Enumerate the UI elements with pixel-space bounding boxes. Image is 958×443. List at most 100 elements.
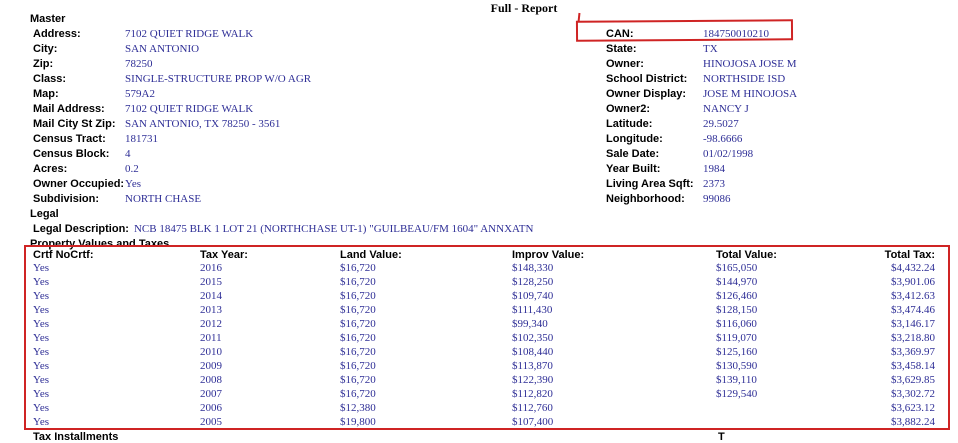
cell-land-value: $16,720 <box>340 360 376 372</box>
field-value: Yes <box>125 178 142 190</box>
field-value: 184750010210 <box>703 28 769 40</box>
field-row-state: State: TX <box>603 43 797 58</box>
cell-crtf: Yes <box>33 402 50 414</box>
field-label: Latitude: <box>606 118 653 130</box>
field-label: Map: <box>33 88 59 100</box>
cell-land-value: $16,720 <box>340 332 376 344</box>
field-value: TX <box>703 43 718 55</box>
cell-total-tax: $3,218.80 <box>891 332 935 344</box>
cell-crtf: Yes <box>33 318 50 330</box>
field-value: 2373 <box>703 178 725 190</box>
column-header-land-value: Land Value: <box>340 249 402 261</box>
field-value: 29.5027 <box>703 118 739 130</box>
cell-land-value: $16,720 <box>340 290 376 302</box>
field-value: NANCY J <box>703 103 749 115</box>
field-row-mail-city-st-zip: Mail City St Zip: SAN ANTONIO, TX 78250 … <box>30 118 533 133</box>
field-row-sale-date: Sale Date: 01/02/1998 <box>603 148 797 163</box>
table-row: Yes 2007 $16,720 $112,820 $129,540 $3,30… <box>33 388 935 402</box>
field-row-address: Address: 7102 QUIET RIDGE WALK <box>30 28 533 43</box>
cell-total-value: $119,070 <box>716 332 757 344</box>
table-row: Yes 2006 $12,380 $112,760 $3,623.12 <box>33 402 935 416</box>
section-header-property-values-taxes: Property Values and Taxes <box>30 238 170 250</box>
field-row-class: Class: SINGLE-STRUCTURE PROP W/O AGR <box>30 73 533 88</box>
field-row-census-tract: Census Tract: 181731 <box>30 133 533 148</box>
cell-total-value: $128,150 <box>716 304 758 316</box>
cell-land-value: $19,800 <box>340 416 376 428</box>
field-label: Zip: <box>33 58 54 70</box>
field-label: Neighborhood: <box>606 193 685 205</box>
full-report-page: { "title": "Full - Report", "colors": { … <box>24 1 950 443</box>
cell-total-value: $130,590 <box>716 360 758 372</box>
cell-land-value: $16,720 <box>340 318 376 330</box>
field-label: Census Block: <box>33 148 110 160</box>
report-title: Full - Report <box>490 1 558 15</box>
cell-total-value: $125,160 <box>716 346 758 358</box>
field-row-legal-description: Legal Description: NCB 18475 BLK 1 LOT 2… <box>30 223 533 238</box>
field-row-owner: Owner: HINOJOSA JOSE M <box>603 58 797 73</box>
cell-improv-value: $107,400 <box>512 416 554 428</box>
cell-improv-value: $112,760 <box>512 402 553 414</box>
field-label: Year Built: <box>606 163 661 175</box>
cell-crtf: Yes <box>33 388 50 400</box>
section-header-legal: Legal <box>30 208 59 220</box>
cell-tax-year: 2009 <box>200 360 222 372</box>
cell-total-value: $165,050 <box>716 262 758 274</box>
field-value: 7102 QUIET RIDGE WALK <box>125 28 254 40</box>
table-row: Yes 2010 $16,720 $108,440 $125,160 $3,36… <box>33 346 935 360</box>
field-value: SINGLE-STRUCTURE PROP W/O AGR <box>125 73 312 85</box>
column-header-total-tax: Total Tax: <box>884 249 935 261</box>
field-row-owner-display: Owner Display: JOSE M HINOJOSA <box>603 88 797 103</box>
master-section: Master Address: 7102 QUIET RIDGE WALK Ci… <box>30 13 533 253</box>
field-label: Mail City St Zip: <box>33 118 116 130</box>
cell-land-value: $16,720 <box>340 374 376 386</box>
table-row: Yes 2011 $16,720 $102,350 $119,070 $3,21… <box>33 332 935 346</box>
cell-total-value: $116,060 <box>716 318 757 330</box>
field-row-city: City: SAN ANTONIO <box>30 43 533 58</box>
cell-total-tax: $3,882.24 <box>891 416 935 428</box>
cell-crtf: Yes <box>33 276 50 288</box>
cell-total-tax: $4,432.24 <box>891 262 935 274</box>
cell-crtf: Yes <box>33 360 50 372</box>
field-value: NORTH CHASE <box>125 193 202 205</box>
field-value: SAN ANTONIO, TX 78250 - 3561 <box>125 118 281 130</box>
cell-total-value: $126,460 <box>716 290 758 302</box>
field-row-living-area-sqft: Living Area Sqft: 2373 <box>603 178 797 193</box>
cell-land-value: $16,720 <box>340 304 376 316</box>
cell-land-value: $16,720 <box>340 262 376 274</box>
field-value: NCB 18475 BLK 1 LOT 21 (NORTHCHASE UT-1)… <box>133 223 534 235</box>
field-label: City: <box>33 43 58 55</box>
cell-tax-year: 2015 <box>200 276 222 288</box>
table-row: Yes 2013 $16,720 $111,430 $128,150 $3,47… <box>33 304 935 318</box>
field-value: 1984 <box>703 163 725 175</box>
field-label: Longitude: <box>606 133 663 145</box>
field-value: 01/02/1998 <box>703 148 754 160</box>
cell-total-value: $129,540 <box>716 388 758 400</box>
owner-section: CAN: 184750010210 State: TX Owner: HINOJ… <box>603 28 797 208</box>
field-row-longitude: Longitude: -98.6666 <box>603 133 797 148</box>
cell-total-tax: $3,146.17 <box>891 318 935 330</box>
field-label: Class: <box>33 73 67 85</box>
field-label: Owner Display: <box>606 88 687 100</box>
cell-improv-value: $111,430 <box>512 304 553 316</box>
cell-total-tax: $3,412.63 <box>891 290 935 302</box>
cell-total-tax: $3,474.46 <box>891 304 935 316</box>
table-row: Yes 2016 $16,720 $148,330 $165,050 $4,43… <box>33 262 935 276</box>
field-value: NORTHSIDE ISD <box>703 73 786 85</box>
cell-total-tax: $3,458.14 <box>891 360 935 372</box>
table-row: Yes 2015 $16,720 $128,250 $144,970 $3,90… <box>33 276 935 290</box>
cell-crtf: Yes <box>33 262 50 274</box>
cell-crtf: Yes <box>33 304 50 316</box>
column-header-crtf: Crtf NoCrtf: <box>33 249 94 261</box>
field-value: 181731 <box>125 133 158 145</box>
field-value: 4 <box>125 148 131 160</box>
field-row-map: Map: 579A2 <box>30 88 533 103</box>
field-row-year-built: Year Built: 1984 <box>603 163 797 178</box>
field-row-owner-occupied: Owner Occupied: Yes <box>30 178 533 193</box>
field-value: HINOJOSA JOSE M <box>703 58 797 70</box>
field-value: 99086 <box>703 193 731 205</box>
cell-improv-value: $108,440 <box>512 346 554 358</box>
cell-improv-value: $102,350 <box>512 332 554 344</box>
field-label: Owner Occupied: <box>33 178 125 190</box>
cell-crtf: Yes <box>33 290 50 302</box>
field-label: Mail Address: <box>33 103 105 115</box>
